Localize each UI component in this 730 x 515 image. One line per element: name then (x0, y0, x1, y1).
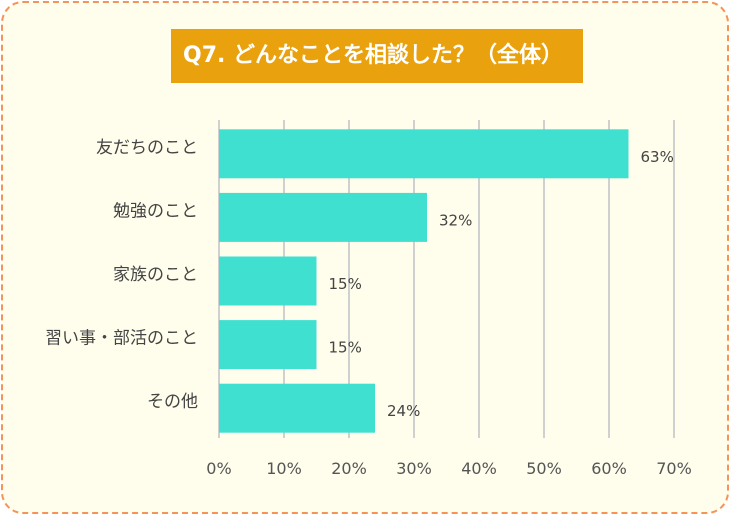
category-label: その他 (147, 392, 198, 412)
x-tick-label: 60% (591, 459, 627, 478)
bar (219, 320, 317, 370)
x-tick-label: 50% (526, 459, 562, 478)
category-label: 習い事・部活のこと (45, 329, 198, 349)
data-label: 15% (329, 275, 362, 293)
data-label: 32% (439, 211, 472, 229)
bar (219, 129, 629, 179)
data-label: 24% (387, 402, 420, 420)
bar (219, 256, 317, 306)
category-label: 友だちのこと (96, 138, 198, 158)
bar (219, 383, 375, 433)
x-tick-label: 20% (331, 459, 367, 478)
x-tick-label: 0% (206, 459, 231, 478)
x-tick-label: 70% (656, 459, 692, 478)
category-label: 家族のこと (113, 265, 198, 285)
bar (219, 192, 427, 242)
data-label: 63% (641, 148, 674, 166)
x-tick-label: 30% (396, 459, 432, 478)
category-label: 勉強のこと (113, 201, 198, 221)
x-tick-label: 10% (266, 459, 302, 478)
data-label: 15% (329, 339, 362, 357)
x-tick-label: 40% (461, 459, 497, 478)
chart-title: Q7. どんなことを相談した？（全体） (171, 29, 583, 83)
